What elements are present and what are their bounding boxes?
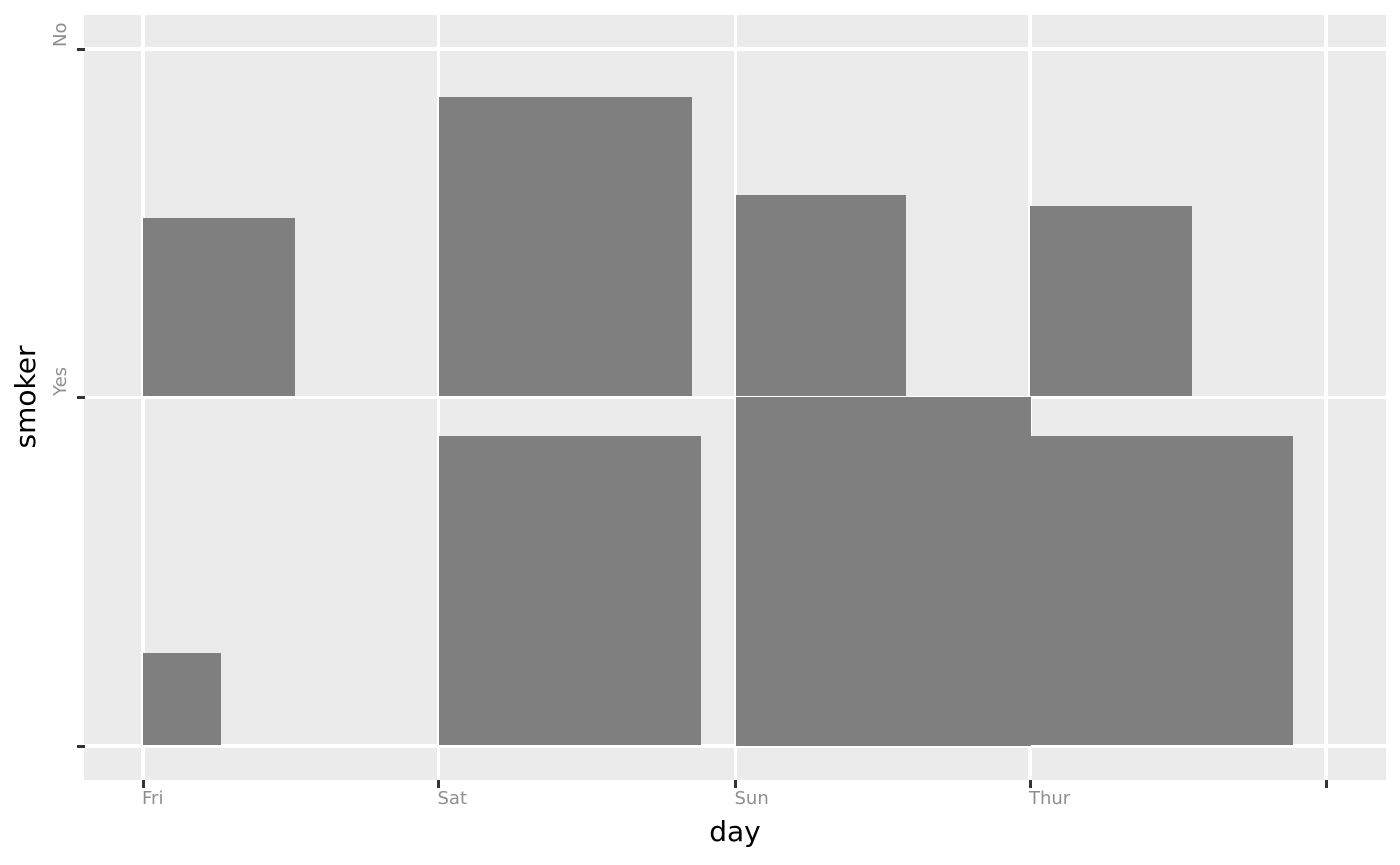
- x-tick-mark-2: [734, 780, 737, 788]
- y-tick-label-no: No: [50, 22, 71, 47]
- x-tick-label-sat: Sat: [437, 788, 468, 809]
- x-tick-mark-3: [1028, 780, 1032, 788]
- y-tick-mark-2: [77, 744, 85, 748]
- y-tick-label-yes: Yes: [50, 366, 71, 396]
- count-rect-thur-yes: [1030, 206, 1192, 397]
- x-tick-label-sun: Sun: [734, 788, 769, 809]
- gridline-horizontal-1: [84, 395, 1386, 400]
- count-rect-sun-no: [735, 397, 1032, 746]
- x-axis-title: day: [709, 815, 761, 848]
- y-axis-title: smoker: [9, 345, 42, 449]
- gridline-horizontal-2: [84, 744, 1386, 748]
- y-tick-mark-0: [77, 47, 85, 51]
- y-tick-mark-1: [77, 396, 85, 399]
- count-rect-thur-no: [1030, 435, 1293, 746]
- x-tick-label-thur: Thur: [1029, 788, 1071, 809]
- x-tick-mark-4: [1324, 780, 1328, 788]
- count-rect-fri-yes: [143, 217, 295, 397]
- x-tick-mark-1: [437, 780, 440, 788]
- count-rect-sat-no: [438, 435, 702, 746]
- count-rect-sat-yes: [438, 97, 693, 397]
- x-tick-label-fri: Fri: [142, 788, 164, 809]
- count-rect-sun-yes: [735, 195, 907, 397]
- gridline-horizontal-0: [84, 47, 1386, 51]
- x-tick-mark-0: [141, 780, 145, 788]
- count-rect-fri-no: [143, 653, 222, 746]
- plot-panel: [84, 15, 1386, 780]
